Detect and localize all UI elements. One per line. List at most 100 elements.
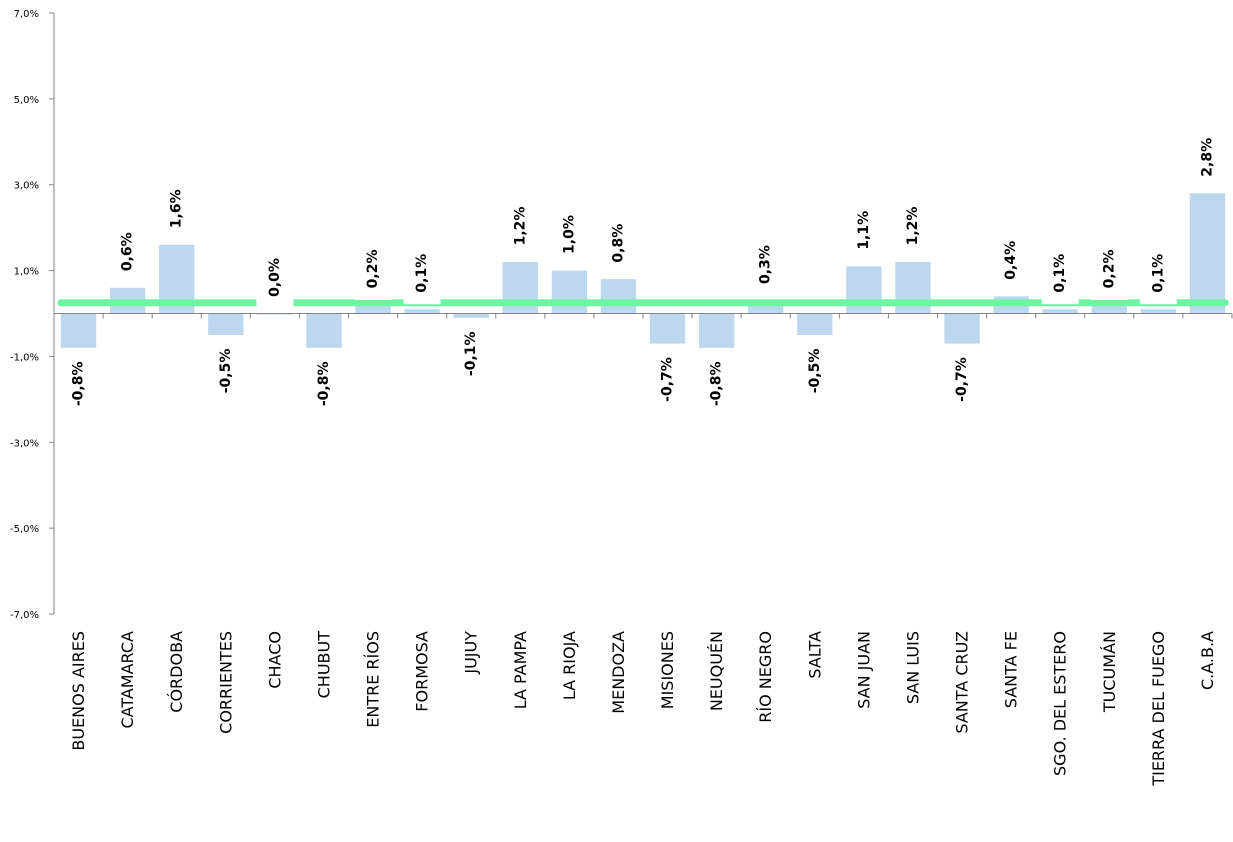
data-label-box-13 [698, 352, 736, 415]
y-tick-label-0: 7,0% [14, 9, 39, 20]
bar-20 [1042, 309, 1078, 314]
category-label-6: ENTRE RÍOS [364, 631, 383, 728]
data-label-9: 1,2% [512, 207, 528, 246]
data-label-13: -0,8% [709, 362, 725, 407]
category-label-20: SGO. DEL ESTERO [1051, 631, 1070, 776]
category-label-18: SANTA CRUZ [953, 631, 972, 734]
data-label-3: -0,5% [218, 349, 234, 394]
category-label-2: CÓRDOBA [167, 631, 186, 713]
category-label-22: TIERRA DEL FUEGO [1149, 631, 1168, 787]
data-label-box-7 [403, 242, 441, 305]
y-tick-label-1: 5,0% [14, 95, 39, 106]
data-label-18: -0,7% [954, 357, 970, 402]
data-label-box-17 [894, 194, 932, 257]
category-label-16: SAN JUAN [854, 631, 873, 709]
category-label-15: SALTA [805, 631, 824, 679]
data-label-7: 0,1% [414, 254, 430, 293]
data-label-10: 1,0% [561, 215, 577, 254]
bar-16 [846, 266, 882, 314]
category-label-19: SANTA FE [1002, 631, 1021, 708]
data-label-box-18 [943, 348, 981, 411]
bar-11 [600, 279, 637, 314]
data-label-0: -0,8% [71, 362, 87, 407]
bar-5 [306, 313, 342, 348]
axes-layer: 7,0% 5,0% 3,0% 1,0% -1,0% -3,0% -5,0% -7,0% [10, 9, 1233, 621]
data-label-box-15 [796, 339, 834, 402]
category-label-1: CATAMARCA [118, 631, 137, 729]
category-labels-layer: BUENOS AIRES CATAMARCA CÓRDOBA CORRIENTES CH… [69, 631, 1217, 787]
data-label-box-22 [1139, 242, 1177, 305]
data-label-1: 0,6% [120, 232, 136, 271]
category-label-23: C.A.B.A [1198, 631, 1217, 690]
data-label-box-21 [1090, 237, 1128, 300]
data-label-box-0 [60, 352, 98, 415]
category-label-3: CORRIENTES [216, 631, 235, 734]
data-label-box-19 [992, 229, 1030, 292]
data-label-20: 0,1% [1052, 254, 1068, 293]
category-label-10: LA RIOJA [560, 631, 579, 700]
bar-18 [944, 313, 980, 344]
data-label-21: 0,2% [1101, 249, 1117, 288]
data-label-box-1 [109, 220, 147, 283]
data-label-box-14 [747, 233, 785, 296]
bars-layer [60, 193, 1226, 348]
data-label-16: 1,1% [856, 211, 872, 250]
bar-12 [649, 313, 686, 344]
bar-10 [551, 270, 588, 314]
data-label-15: -0,5% [807, 349, 823, 394]
category-label-21: TUCUMÁN [1100, 631, 1119, 713]
category-label-5: CHUBUT [314, 631, 333, 699]
data-label-6: 0,2% [365, 249, 381, 288]
data-label-12: -0,7% [660, 357, 676, 402]
category-label-9: LA PAMPA [511, 631, 530, 709]
data-label-14: 0,3% [758, 245, 774, 284]
data-label-box-2 [158, 177, 196, 240]
category-label-12: MISIONES [658, 631, 677, 709]
y-tick-label-3: 1,0% [14, 267, 39, 278]
category-label-8: JUJUY [462, 631, 481, 675]
data-label-17: 1,2% [905, 207, 921, 246]
data-label-box-20 [1041, 242, 1079, 305]
data-label-box-8 [452, 322, 490, 385]
data-label-box-16 [845, 199, 883, 262]
y-tick-label-5: -3,0% [10, 438, 39, 449]
y-tick-label-4: -1,0% [10, 352, 39, 363]
category-label-17: SAN LUIS [903, 631, 922, 704]
bar-22 [1140, 309, 1177, 314]
bar-0 [60, 313, 97, 348]
category-label-14: RÍO NEGRO [756, 631, 775, 723]
data-label-box-12 [649, 348, 687, 411]
data-label-box-4 [256, 246, 294, 309]
category-label-7: FORMOSA [413, 631, 432, 712]
data-label-23: 2,8% [1199, 138, 1215, 177]
data-label-2: 1,6% [169, 189, 185, 228]
bar-13 [698, 313, 735, 348]
category-label-0: BUENOS AIRES [69, 631, 88, 751]
data-label-22: 0,1% [1150, 254, 1166, 293]
bar-8 [453, 313, 489, 318]
y-tick-label-2: 3,0% [14, 181, 39, 192]
data-label-box-10 [550, 203, 588, 266]
data-labels-layer: -0,8% 0,6% 1,6% -0,5% 0,0% -0,8% 0,2% 0,1% -0,1%… [60, 126, 1226, 415]
data-label-8: -0,1% [463, 331, 479, 376]
y-tick-label-7: -7,0% [10, 610, 39, 621]
data-label-box-9 [501, 194, 539, 257]
data-label-19: 0,4% [1003, 241, 1019, 280]
data-label-box-3 [207, 339, 245, 402]
bar-15 [797, 313, 833, 335]
data-label-5: -0,8% [316, 362, 332, 407]
bar-23 [1189, 193, 1226, 314]
data-label-box-5 [305, 352, 343, 415]
data-label-box-11 [599, 212, 637, 275]
category-label-11: MENDOZA [609, 631, 628, 714]
bar-21 [1091, 304, 1127, 314]
bar-7 [404, 309, 440, 314]
y-tick-label-6: -5,0% [10, 524, 39, 535]
data-label-4: 0,0% [267, 258, 283, 297]
bar-3 [208, 313, 244, 335]
category-label-13: NEUQUÉN [707, 631, 726, 711]
data-label-11: 0,8% [610, 224, 626, 263]
data-label-box-6 [354, 237, 392, 300]
data-label-box-23 [1188, 126, 1226, 189]
